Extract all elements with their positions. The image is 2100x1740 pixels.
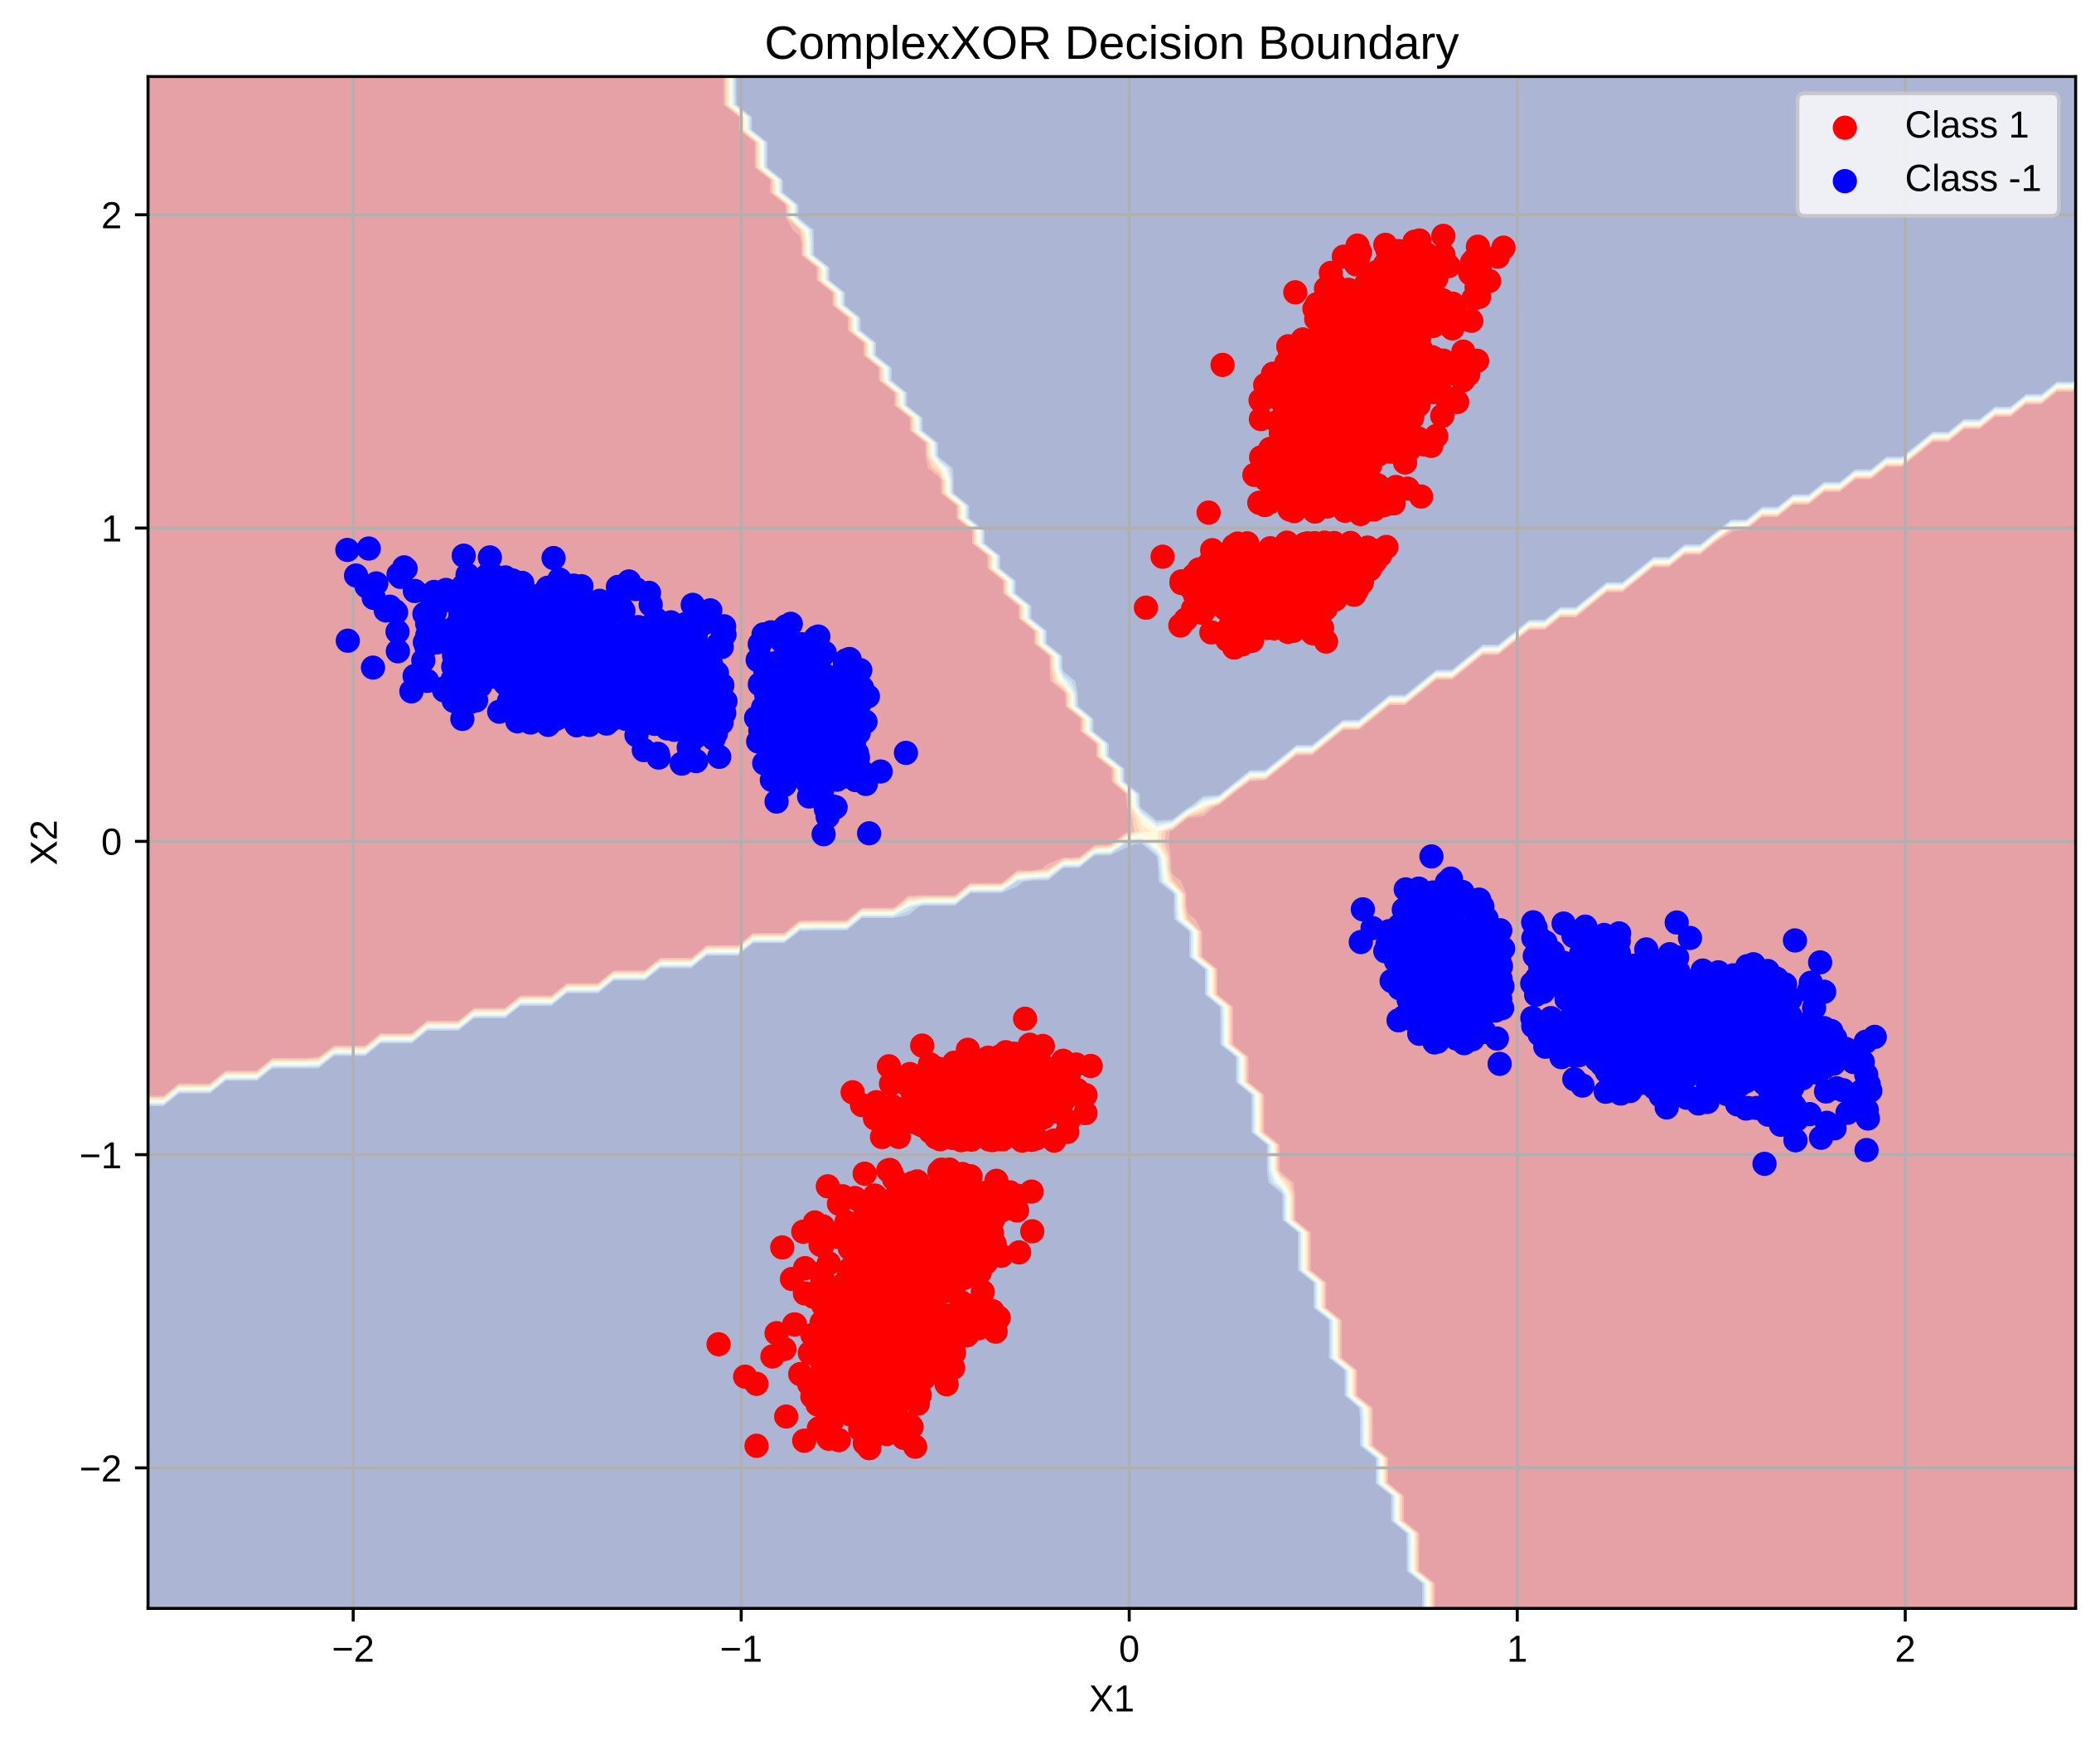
- svg-text:X1: X1: [1089, 1677, 1135, 1719]
- svg-text:2: 2: [1894, 1627, 1915, 1670]
- svg-text:X2: X2: [22, 819, 65, 865]
- svg-text:1: 1: [101, 508, 122, 550]
- svg-text:2: 2: [101, 195, 122, 237]
- svg-text:0: 0: [1119, 1627, 1140, 1670]
- svg-text:−1: −1: [80, 1134, 122, 1177]
- svg-text:Class 1: Class 1: [1905, 104, 2030, 146]
- svg-text:0: 0: [101, 821, 122, 863]
- svg-text:ComplexXOR Decision Boundary: ComplexXOR Decision Boundary: [765, 17, 1460, 70]
- svg-text:−1: −1: [720, 1627, 762, 1670]
- svg-text:−2: −2: [332, 1627, 375, 1670]
- svg-text:1: 1: [1507, 1627, 1527, 1670]
- svg-text:Class -1: Class -1: [1905, 157, 2042, 199]
- svg-text:−2: −2: [80, 1448, 122, 1490]
